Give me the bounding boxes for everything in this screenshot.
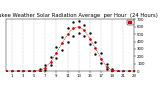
Title: Milwaukee Weather Solar Radiation Average  per Hour  (24 Hours): Milwaukee Weather Solar Radiation Averag… — [0, 13, 158, 18]
Legend:  — [127, 20, 134, 25]
